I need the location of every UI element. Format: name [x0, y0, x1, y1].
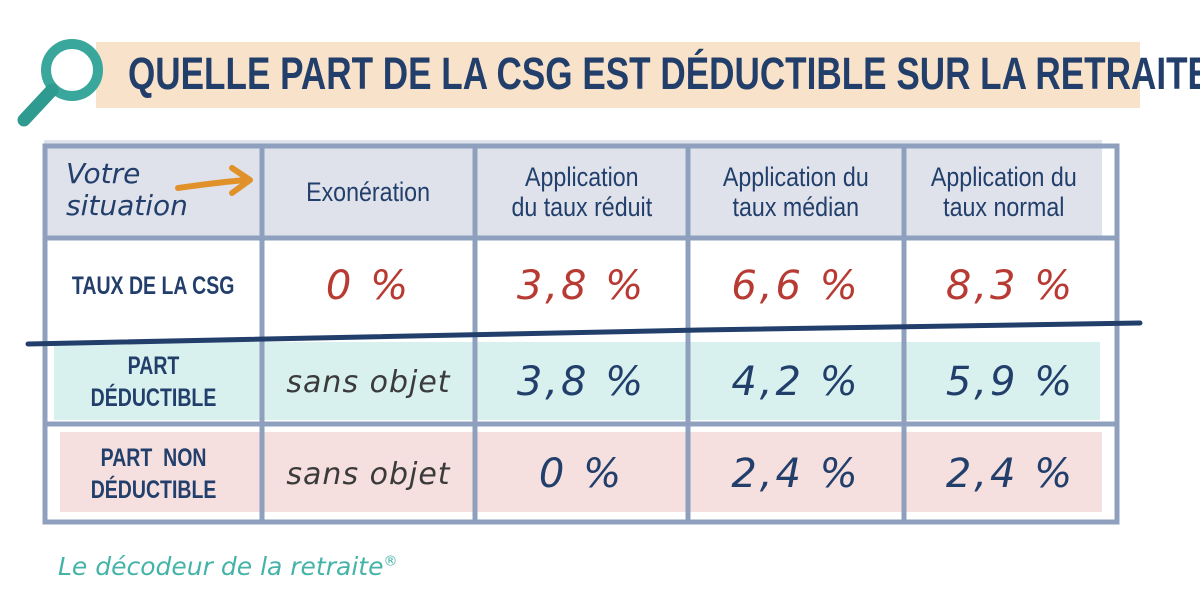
footer-credit: Le décodeur de la retraite®	[58, 552, 398, 581]
col-header-taux-reduit: Application du taux réduit	[511, 162, 652, 222]
page-title: QUELLE PART DE LA CSG EST DÉDUCTIBLE SUR…	[128, 48, 1200, 99]
table-cell: sans objet	[286, 456, 451, 492]
situation-line-2: situation	[66, 189, 188, 222]
col-header-exoneration: Exonération	[306, 177, 431, 207]
magnifier-icon	[17, 39, 103, 127]
row-label-part-non-deductible: PART NON DÉDUCTIBLE	[90, 444, 217, 504]
table-cell: 6,6 %	[731, 263, 861, 309]
table-cell: 2,4 %	[731, 451, 861, 497]
table-cell: 8,3 %	[945, 263, 1076, 309]
table-cell: 2,4 %	[945, 451, 1076, 497]
col-header-taux-median: Application du taux médian	[723, 162, 869, 222]
table-cell: sans objet	[286, 364, 451, 400]
table-cell: 4,2 %	[731, 359, 861, 405]
table-cell: 0 %	[538, 451, 625, 497]
table-cell: 0 %	[325, 263, 412, 309]
table-cell: 3,8 %	[516, 263, 647, 309]
row-label-part-deductible: PART DÉDUCTIBLE	[90, 352, 217, 412]
table-cell: 5,9 %	[945, 359, 1076, 405]
situation-line-1: Votre	[66, 157, 141, 190]
situation-label: Votre situation	[66, 158, 206, 222]
row-label-taux-csg: TAUX DE LA CSG	[72, 272, 235, 300]
title-band	[96, 42, 1140, 108]
table-cell: 3,8 %	[516, 359, 647, 405]
col-header-taux-normal: Application du taux normal	[931, 162, 1077, 222]
